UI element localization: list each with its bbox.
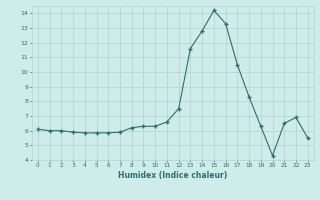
X-axis label: Humidex (Indice chaleur): Humidex (Indice chaleur) [118, 171, 228, 180]
